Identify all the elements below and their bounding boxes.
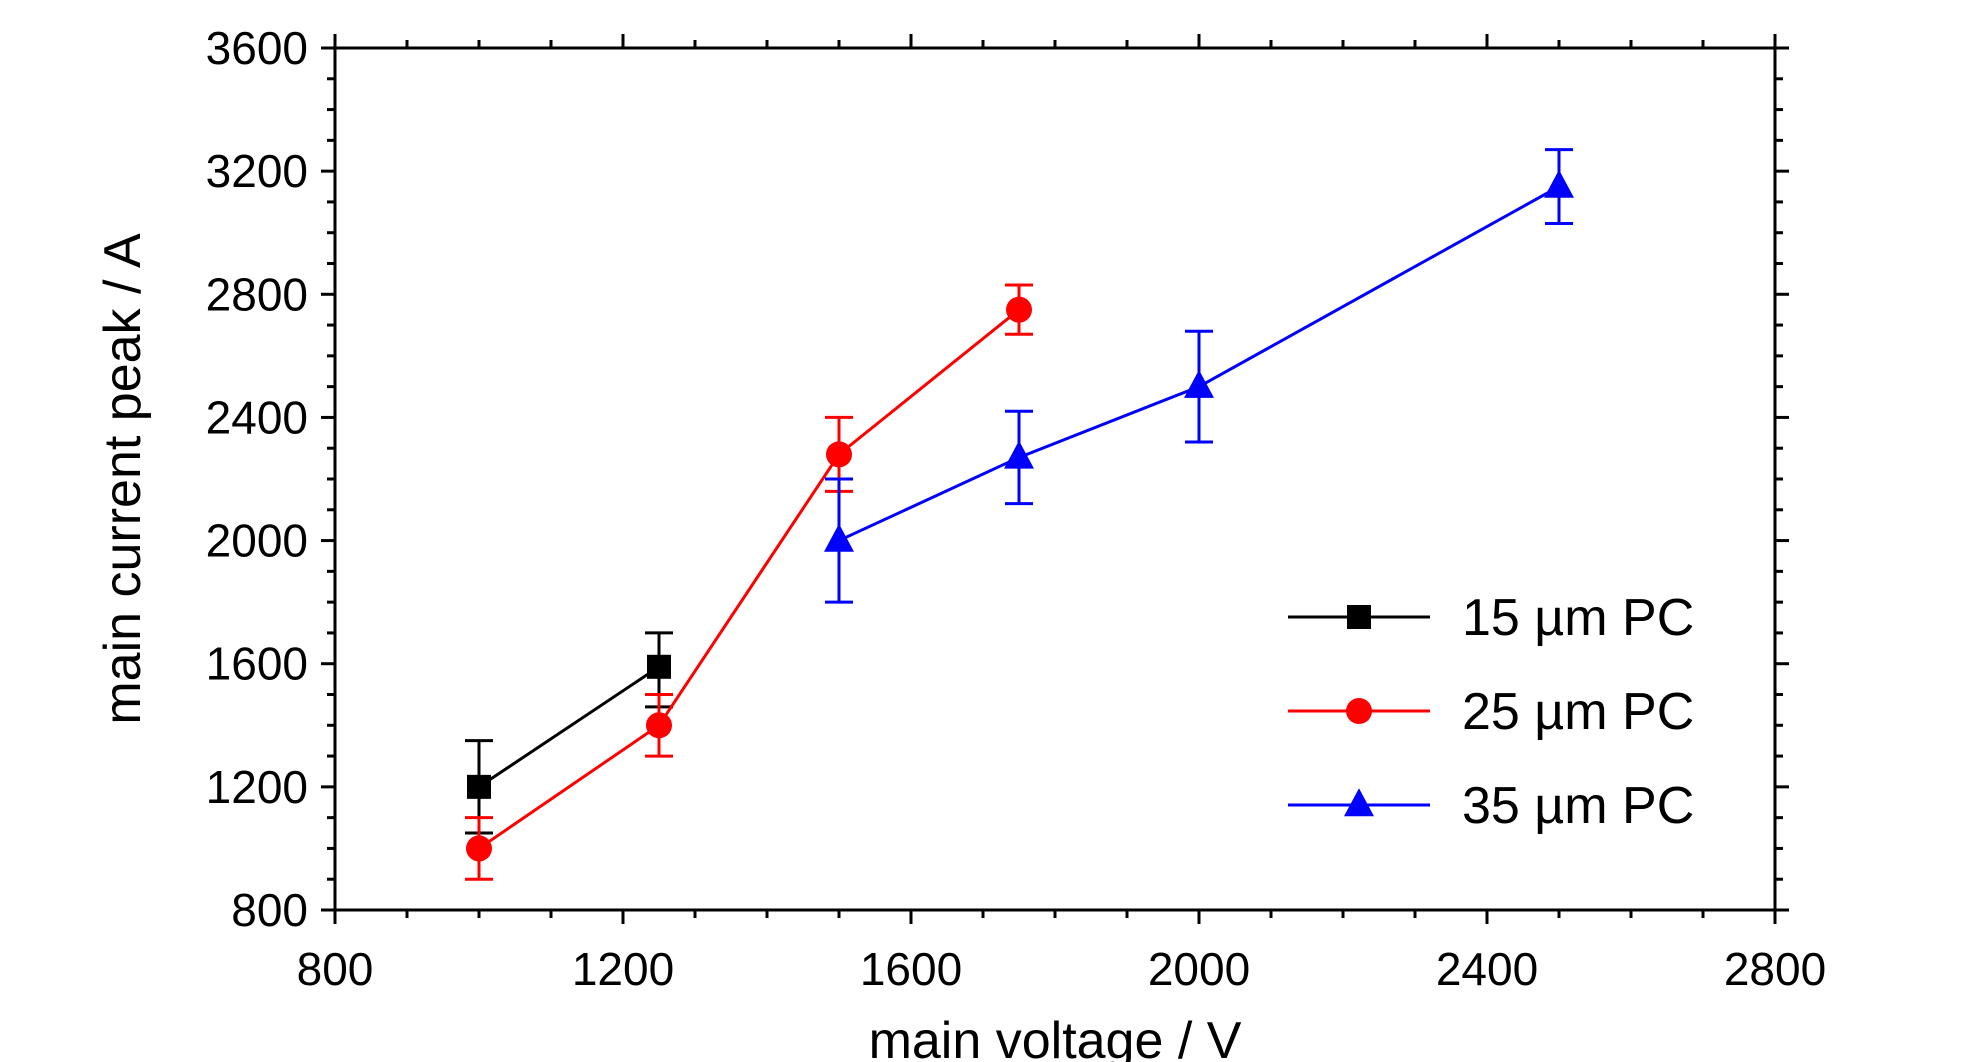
series-2 bbox=[465, 283, 1033, 881]
data-point bbox=[824, 523, 854, 552]
series-1 bbox=[465, 631, 673, 835]
x-axis-title: main voltage / V bbox=[869, 1012, 1242, 1062]
data-point bbox=[466, 835, 492, 862]
y-tick-label: 1600 bbox=[206, 638, 308, 690]
legend: 15 µm PC 25 µm PC 35 µm PC bbox=[1288, 589, 1694, 835]
series-layer bbox=[465, 148, 1574, 881]
legend-label: 25 µm PC bbox=[1462, 683, 1694, 741]
tick-labels: 800 1200 1600 2000 2400 2800 800 1200 1600 2000 24… bbox=[206, 22, 1827, 995]
legend-marker bbox=[1346, 698, 1372, 724]
y-tick-label: 3600 bbox=[206, 22, 308, 74]
legend-marker bbox=[1344, 788, 1374, 817]
legend-entry: 25 µm PC bbox=[1288, 683, 1694, 741]
data-point bbox=[1184, 369, 1214, 398]
x-tick-label: 2000 bbox=[1148, 943, 1250, 995]
y-tick-label: 2400 bbox=[206, 391, 308, 443]
x-tick-label: 2800 bbox=[1724, 943, 1826, 995]
series-line bbox=[478, 665, 660, 789]
x-tick-label: 1600 bbox=[860, 943, 962, 995]
data-point bbox=[1004, 440, 1034, 469]
x-tick-label: 1200 bbox=[572, 943, 674, 995]
data-point bbox=[646, 712, 672, 739]
x-tick-label: 800 bbox=[297, 943, 374, 995]
data-point bbox=[826, 441, 852, 468]
legend-label: 35 µm PC bbox=[1462, 777, 1694, 835]
legend-entry: 35 µm PC bbox=[1288, 777, 1694, 835]
legend-entry: 15 µm PC bbox=[1288, 589, 1694, 647]
y-tick-label: 1200 bbox=[206, 761, 308, 813]
y-tick-label: 800 bbox=[231, 884, 308, 936]
y-axis-title: main current peak / A bbox=[94, 233, 152, 725]
axis-ticks bbox=[321, 34, 1789, 924]
data-point bbox=[1006, 296, 1032, 323]
data-point bbox=[647, 654, 671, 679]
legend-label: 15 µm PC bbox=[1462, 589, 1694, 647]
y-tick-label: 3200 bbox=[206, 145, 308, 197]
series-line bbox=[838, 185, 1560, 542]
y-tick-label: 2000 bbox=[206, 515, 308, 567]
x-tick-label: 2400 bbox=[1436, 943, 1538, 995]
y-tick-label: 2800 bbox=[206, 268, 308, 320]
series-line bbox=[478, 308, 1020, 850]
data-point bbox=[467, 774, 491, 799]
series-3 bbox=[824, 148, 1574, 604]
legend-marker bbox=[1347, 605, 1371, 629]
data-point bbox=[1544, 169, 1574, 198]
